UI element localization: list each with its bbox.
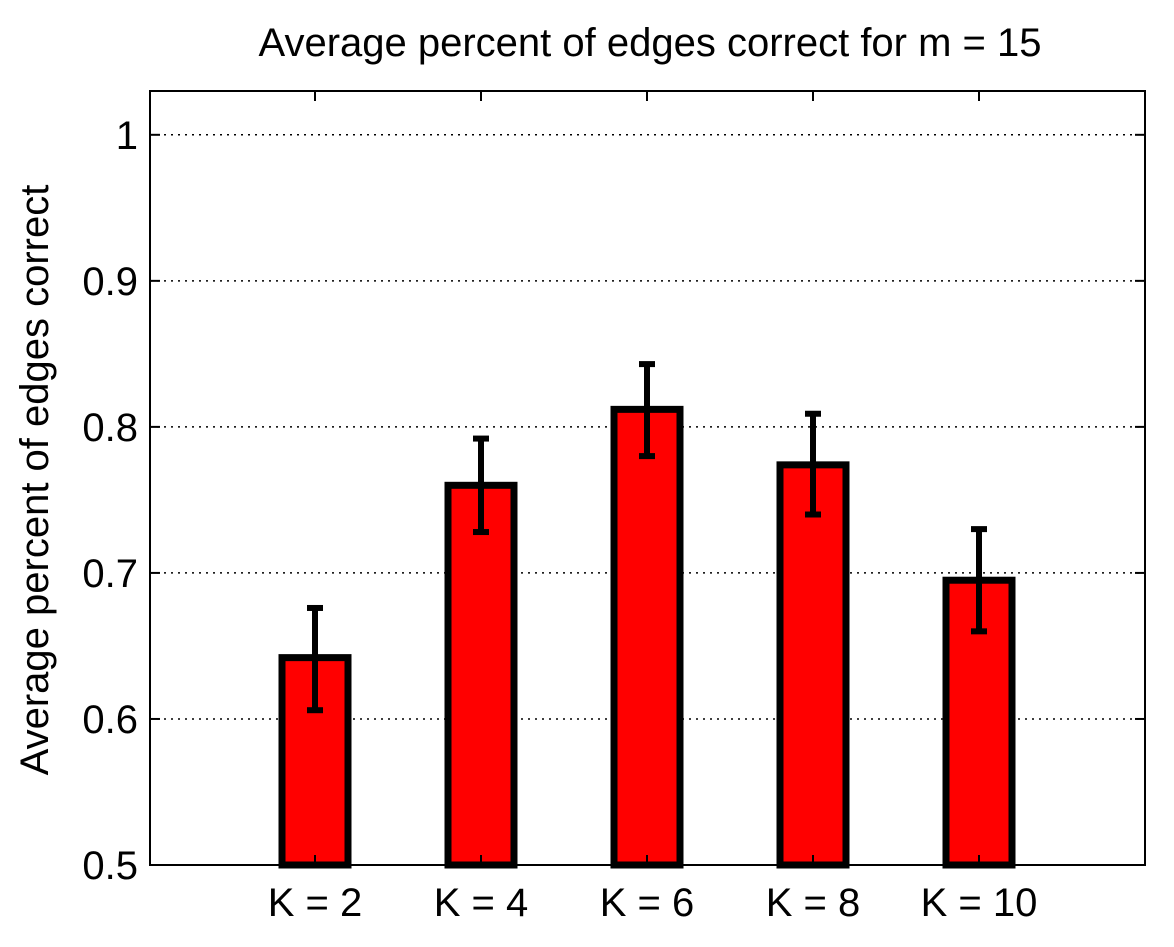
y-axis-label: Average percent of edges correct xyxy=(13,185,57,776)
y-tick-label: 1 xyxy=(116,114,138,158)
y-tick-label: 0.7 xyxy=(82,552,138,596)
y-tick-label: 0.8 xyxy=(82,406,138,450)
x-tick-label: K = 6 xyxy=(600,881,695,925)
chart-title: Average percent of edges correct for m =… xyxy=(258,21,1041,65)
x-tick-label: K = 2 xyxy=(268,881,363,925)
bar xyxy=(610,405,684,869)
bar xyxy=(776,461,850,869)
bar xyxy=(444,481,518,869)
x-tick-label: K = 4 xyxy=(434,881,529,925)
x-tick-label: K = 8 xyxy=(766,881,861,925)
y-tick-label: 0.9 xyxy=(82,260,138,304)
x-tick-label: K = 10 xyxy=(921,881,1038,925)
y-tick-label: 0.5 xyxy=(82,844,138,888)
y-tick-label: 0.6 xyxy=(82,698,138,742)
plot-area: 0.5 0.6 0.7 0.8 0.9 1 K = 2 K = 4 K = 6 K = 8 K = … xyxy=(82,90,1146,925)
